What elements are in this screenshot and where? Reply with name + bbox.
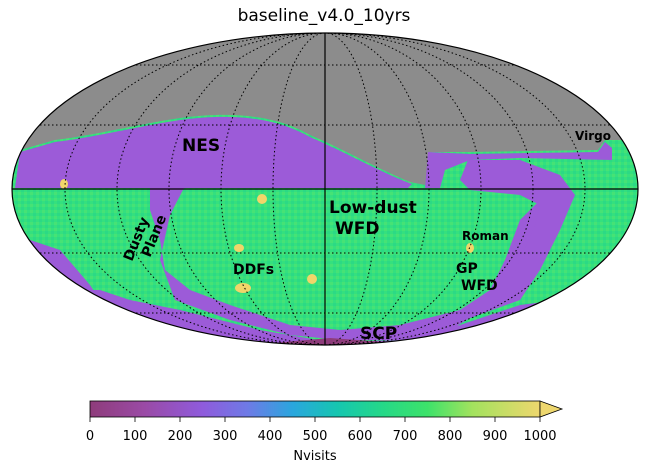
map-outline bbox=[11, 32, 639, 346]
colorbar-tick-label: 200 bbox=[168, 429, 193, 444]
colorbar-gradient bbox=[89, 400, 541, 418]
label-gp-wfd: WFD bbox=[461, 278, 498, 294]
colorbar-tick-label: 700 bbox=[393, 429, 418, 444]
ddf-patch bbox=[257, 194, 267, 204]
colorbar-tick-label: 600 bbox=[348, 429, 373, 444]
colorbar-tick-label: 800 bbox=[438, 429, 463, 444]
nes-region-east bbox=[425, 142, 612, 188]
ddf-patch bbox=[234, 244, 244, 252]
colorbar-tick-label: 400 bbox=[258, 429, 283, 444]
roman-patch bbox=[466, 243, 474, 253]
label-nes: NES bbox=[182, 136, 220, 156]
nes-region bbox=[15, 116, 412, 195]
colorbar: 0 100 200 300 400 500 600 700 800 900 1000 Nvisits bbox=[86, 400, 564, 464]
colorbar-tick-label: 100 bbox=[123, 429, 148, 444]
label-ddfs: DDFs bbox=[233, 262, 274, 278]
colorbar-tick-label: 300 bbox=[213, 429, 238, 444]
colorbar-extend-arrow bbox=[539, 400, 564, 418]
label-scp: SCP bbox=[360, 324, 397, 344]
ddf-patch bbox=[307, 274, 317, 284]
ddf-patch bbox=[60, 179, 68, 189]
label-low-dust-wfd: WFD bbox=[335, 219, 379, 239]
colorbar-label: Nvisits bbox=[293, 449, 337, 464]
colorbar-tick-label: 900 bbox=[483, 429, 508, 444]
colorbar-tick-label: 1000 bbox=[523, 429, 556, 444]
label-roman: Roman bbox=[462, 229, 509, 243]
map-title: baseline_v4.0_10yrs bbox=[237, 6, 411, 26]
label-gp: GP bbox=[456, 261, 478, 277]
label-low-dust: Low-dust bbox=[329, 198, 417, 218]
label-virgo: Virgo bbox=[575, 129, 611, 143]
colorbar-tick-label: 500 bbox=[303, 429, 328, 444]
colorbar-tick-label: 0 bbox=[86, 429, 94, 444]
ddf-patch bbox=[235, 283, 251, 293]
gp-band bbox=[460, 160, 575, 300]
